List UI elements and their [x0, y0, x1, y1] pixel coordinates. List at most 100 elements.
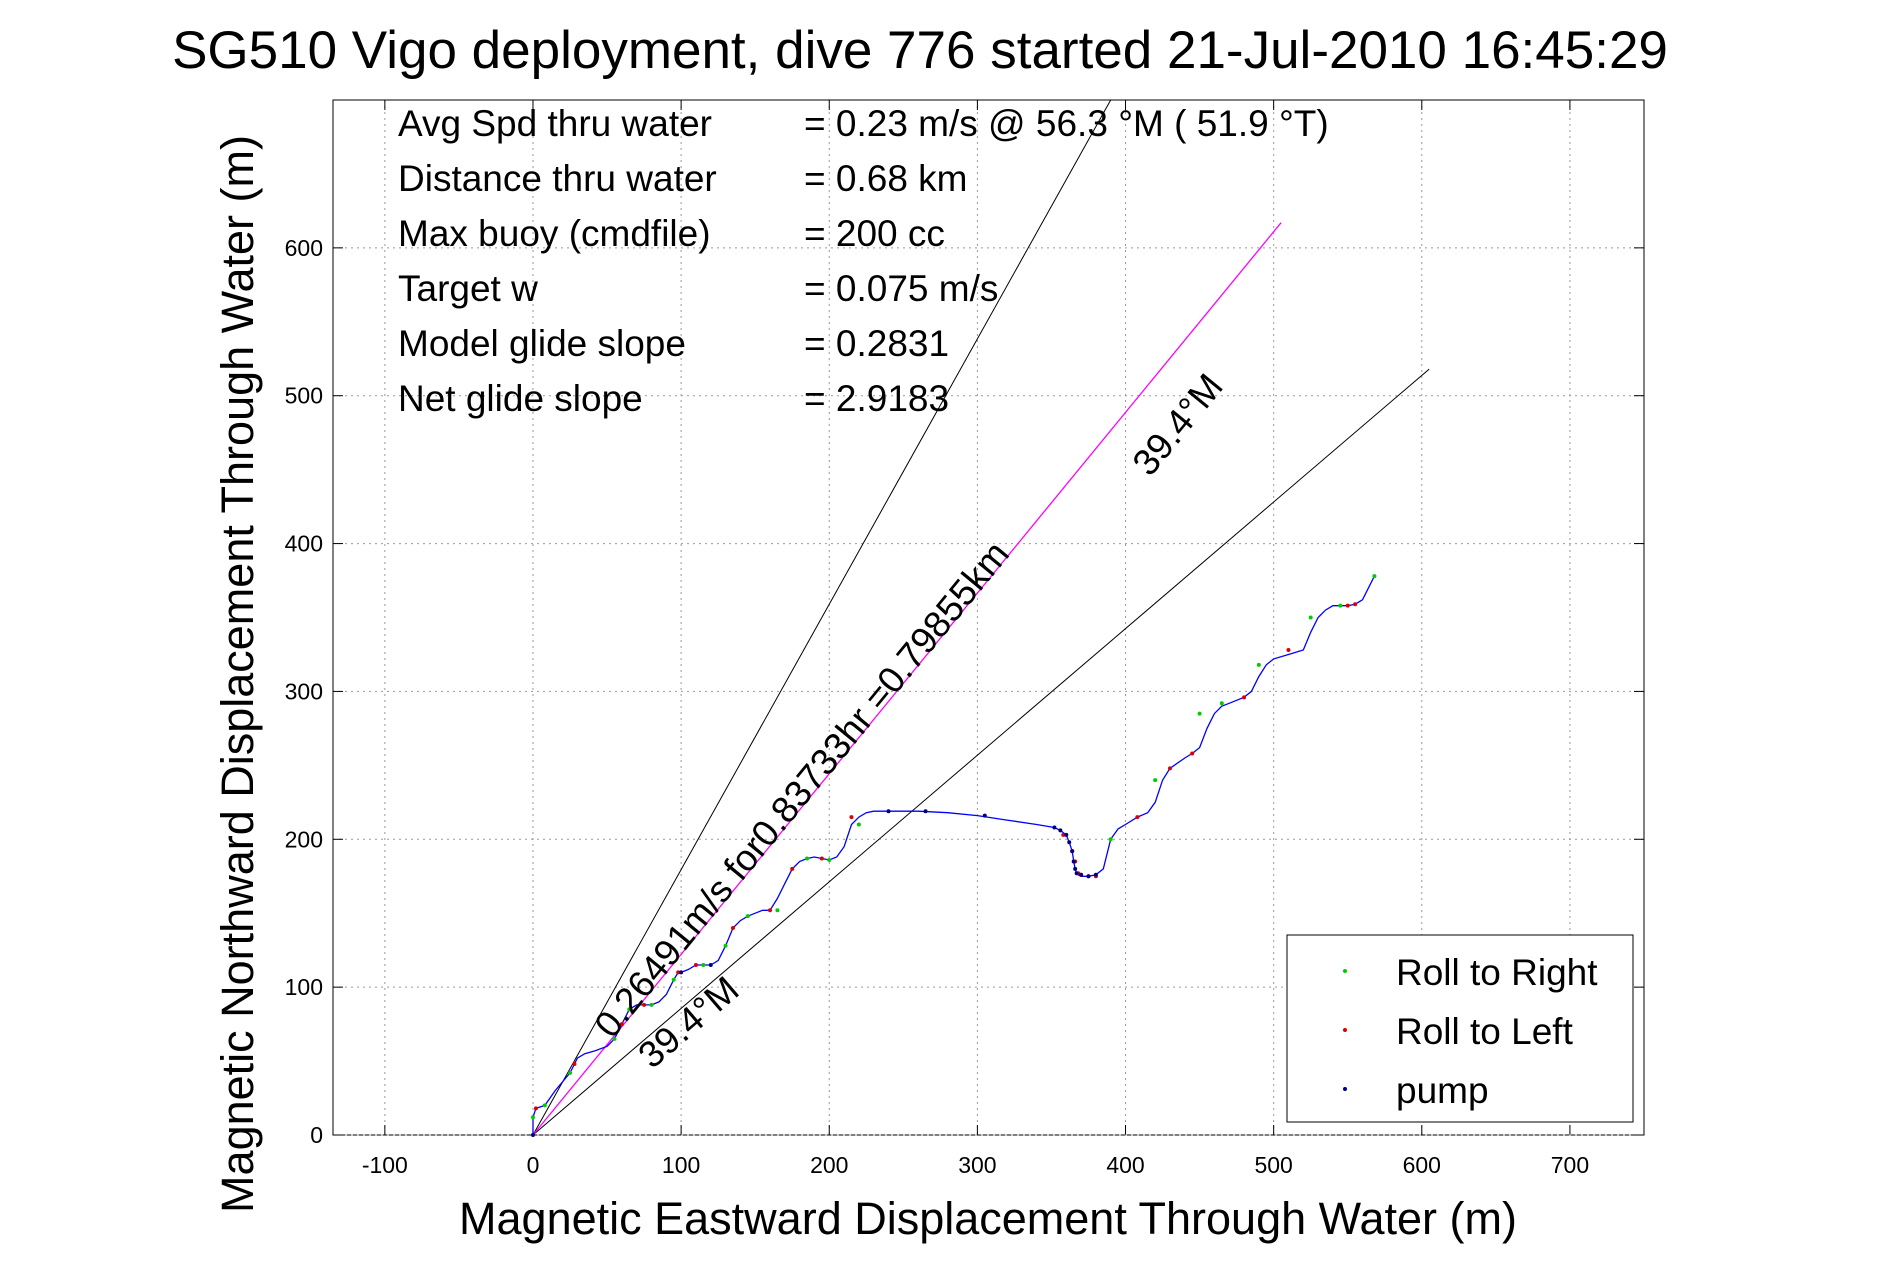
- summary-value-max-buoy: = 200 cc: [804, 213, 945, 254]
- legend-label-roll-right: Roll to Right: [1396, 952, 1598, 993]
- roll-left-point: [1242, 695, 1247, 700]
- roll-right-point: [1153, 778, 1158, 783]
- roll-right-point: [1256, 662, 1261, 667]
- roll-left-point: [1345, 603, 1350, 608]
- x-tick-label: 100: [662, 1152, 700, 1178]
- roll-right-point: [723, 943, 728, 948]
- pump-point: [1058, 828, 1063, 833]
- summary-value-distance: = 0.68 km: [804, 158, 968, 199]
- x-tick-label: 300: [958, 1152, 996, 1178]
- roll-left-point: [819, 856, 824, 861]
- track-line: [532, 575, 1375, 1135]
- legend-label-roll-left: Roll to Left: [1396, 1011, 1574, 1052]
- x-axis-label: Magnetic Eastward Displacement Through W…: [459, 1193, 1517, 1244]
- summary-label-target-w: Target w: [398, 268, 538, 309]
- x-tick-label: 200: [810, 1152, 848, 1178]
- pump-point: [886, 809, 891, 814]
- legend-label-pump: pump: [1396, 1070, 1489, 1111]
- y-tick-label: 300: [285, 678, 323, 704]
- roll-right-point: [671, 977, 676, 982]
- roll-right-point: [612, 1036, 617, 1041]
- roll-left-point: [676, 970, 681, 975]
- summary-value-net-glide: = 2.9183: [804, 378, 949, 419]
- roll-left-point: [533, 1106, 538, 1111]
- pump-point: [1052, 825, 1057, 830]
- roll-right-point: [745, 914, 750, 919]
- pump-point: [1079, 872, 1084, 877]
- legend-marker-pump: [1343, 1087, 1347, 1091]
- roll-right-point: [805, 856, 810, 861]
- roll-right-point: [542, 1103, 547, 1108]
- tick-labels: -100 0 100 200 300 400 500 600 700 0 100 200 300 400 5…: [285, 235, 1589, 1178]
- roll-left-point: [1353, 602, 1358, 607]
- heading-envelope-line: [532, 368, 1430, 1136]
- roll-right-point: [530, 1115, 535, 1120]
- dive-summary: Avg Spd thru water = 0.23 m/s @ 56.3 °M …: [398, 103, 1329, 419]
- roll-right-point: [827, 857, 832, 862]
- x-tick-label: 700: [1551, 1152, 1589, 1178]
- pump-point: [982, 813, 987, 818]
- grid-lines: [333, 100, 1644, 1136]
- roll-right-point: [701, 962, 706, 967]
- y-tick-label: 200: [285, 826, 323, 852]
- heading-envelope-line: [532, 99, 1112, 1136]
- pump-point: [530, 1133, 535, 1137]
- x-tick-label: 500: [1254, 1152, 1292, 1178]
- roll-left-point: [642, 1002, 647, 1007]
- pump-point: [1093, 872, 1098, 877]
- summary-value-target-w: = 0.075 m/s: [804, 268, 998, 309]
- summary-label-model-glide: Model glide slope: [398, 323, 686, 364]
- roll-left-point: [849, 815, 854, 820]
- roll-left-point: [693, 962, 698, 967]
- summary-label-avg-speed: Avg Spd thru water: [398, 103, 712, 144]
- roll-right-point: [1338, 603, 1343, 608]
- roll-right-point: [1308, 615, 1313, 620]
- average-track-line: [532, 222, 1282, 1136]
- roll-left-point: [768, 908, 772, 913]
- pump-point: [1067, 840, 1072, 845]
- roll-right-point: [856, 822, 861, 827]
- roll-left-point: [619, 1022, 624, 1027]
- roll-right-point: [1108, 837, 1113, 842]
- roll-right-point: [568, 1070, 573, 1075]
- roll-right-point: [775, 908, 780, 913]
- pump-point: [1071, 859, 1076, 864]
- roll-left-point: [1135, 815, 1140, 820]
- roll-left-point: [1061, 832, 1066, 837]
- pump-point: [708, 962, 713, 967]
- y-tick-label: 100: [285, 974, 323, 1000]
- roll-left-point: [790, 866, 795, 871]
- summary-label-net-glide: Net glide slope: [398, 378, 643, 419]
- legend-marker-roll-left: [1343, 1028, 1347, 1032]
- summary-label-distance: Distance thru water: [398, 158, 717, 199]
- roll-left-point: [730, 926, 735, 930]
- legend: Roll to Right Roll to Left pump: [1286, 934, 1634, 1123]
- x-tick-label: 0: [527, 1152, 540, 1178]
- x-tick-label: -100: [362, 1152, 408, 1178]
- pump-point: [1070, 849, 1075, 854]
- pump-point: [1064, 832, 1069, 837]
- roll-right-point: [649, 1002, 654, 1007]
- roll-right-point: [1197, 711, 1202, 716]
- pump-point: [923, 809, 928, 814]
- roll-left-point: [1286, 648, 1291, 653]
- summary-value-avg-speed: = 0.23 m/s @ 56.3 °M ( 51.9 °T): [804, 103, 1329, 144]
- x-tick-label: 400: [1106, 1152, 1144, 1178]
- y-axis-label: Magnetic Northward Displacement Through …: [212, 135, 263, 1213]
- envelope-and-average-lines: [532, 99, 1430, 1136]
- pump-point: [1073, 866, 1078, 871]
- y-tick-label: 600: [285, 235, 323, 261]
- y-tick-label: 400: [285, 531, 323, 557]
- y-tick-label: 500: [285, 383, 323, 409]
- summary-label-max-buoy: Max buoy (cmdfile): [398, 213, 711, 254]
- pump-point: [1074, 871, 1079, 876]
- roll-right-point: [1219, 701, 1224, 706]
- pump-point: [679, 970, 684, 975]
- pump-point: [1086, 874, 1091, 879]
- chart-title: SG510 Vigo deployment, dive 776 started …: [172, 21, 1668, 80]
- roll-left-point: [1190, 751, 1195, 756]
- roll-right-point: [1372, 574, 1377, 579]
- track-markers: [530, 574, 1377, 1137]
- roll-left-point: [572, 1062, 577, 1067]
